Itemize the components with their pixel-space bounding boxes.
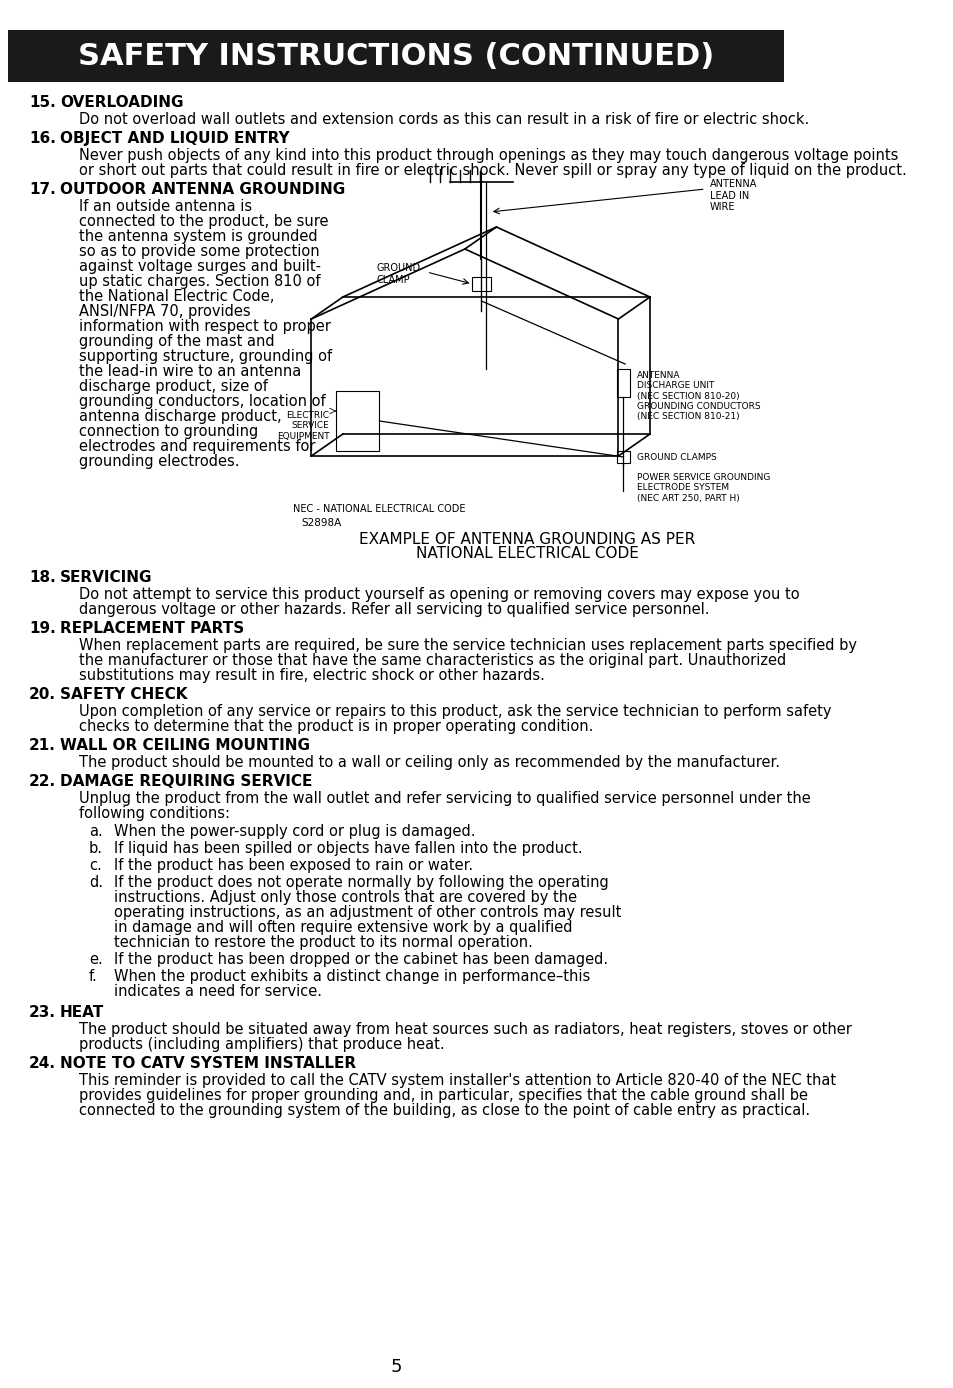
Text: d.: d. bbox=[89, 874, 103, 890]
Text: OBJECT AND LIQUID ENTRY: OBJECT AND LIQUID ENTRY bbox=[60, 130, 289, 146]
Text: Never push objects of any kind into this product through openings as they may to: Never push objects of any kind into this… bbox=[79, 149, 898, 162]
Text: If an outside antenna is: If an outside antenna is bbox=[79, 198, 252, 214]
Text: If the product has been dropped or the cabinet has been damaged.: If the product has been dropped or the c… bbox=[113, 952, 607, 967]
Text: HEAT: HEAT bbox=[60, 1005, 104, 1020]
Text: following conditions:: following conditions: bbox=[79, 806, 230, 820]
Text: 16.: 16. bbox=[29, 130, 56, 146]
Text: SAFETY CHECK: SAFETY CHECK bbox=[60, 687, 187, 702]
Text: 19.: 19. bbox=[29, 620, 55, 636]
Text: the lead-in wire to an antenna: the lead-in wire to an antenna bbox=[79, 364, 301, 379]
Text: discharge product, size of: discharge product, size of bbox=[79, 379, 268, 394]
Text: Unplug the product from the wall outlet and refer servicing to qualified service: Unplug the product from the wall outlet … bbox=[79, 791, 810, 806]
Text: electrodes and requirements for: electrodes and requirements for bbox=[79, 439, 315, 454]
Text: against voltage surges and built-: against voltage surges and built- bbox=[79, 260, 320, 273]
Text: GROUND
CLAMP: GROUND CLAMP bbox=[376, 262, 420, 285]
Text: substitutions may result in fire, electric shock or other hazards.: substitutions may result in fire, electr… bbox=[79, 668, 544, 683]
Text: NEC - NATIONAL ELECTRICAL CODE: NEC - NATIONAL ELECTRICAL CODE bbox=[293, 504, 465, 514]
Bar bbox=[9, 31, 782, 82]
Text: When the power-supply cord or plug is damaged.: When the power-supply cord or plug is da… bbox=[113, 824, 475, 838]
Text: supporting structure, grounding of: supporting structure, grounding of bbox=[79, 348, 332, 364]
Text: b.: b. bbox=[89, 841, 103, 856]
Text: OVERLOADING: OVERLOADING bbox=[60, 94, 183, 110]
Text: or short out parts that could result in fire or electric shock. Never spill or s: or short out parts that could result in … bbox=[79, 162, 905, 178]
Text: operating instructions, as an adjustment of other controls may result: operating instructions, as an adjustment… bbox=[113, 905, 620, 920]
Bar bbox=[335, 391, 379, 451]
Text: 18.: 18. bbox=[29, 570, 55, 584]
Text: connected to the grounding system of the building, as close to the point of cabl: connected to the grounding system of the… bbox=[79, 1103, 809, 1117]
Text: GROUNDING CONDUCTORS
(NEC SECTION 810-21): GROUNDING CONDUCTORS (NEC SECTION 810-21… bbox=[636, 403, 760, 422]
Text: ANTENNA
LEAD IN
WIRE: ANTENNA LEAD IN WIRE bbox=[709, 179, 757, 212]
Text: instructions. Adjust only those controls that are covered by the: instructions. Adjust only those controls… bbox=[113, 890, 577, 905]
Text: If the product has been exposed to rain or water.: If the product has been exposed to rain … bbox=[113, 858, 473, 873]
Text: If liquid has been spilled or objects have fallen into the product.: If liquid has been spilled or objects ha… bbox=[113, 841, 581, 856]
Text: f.: f. bbox=[89, 969, 97, 984]
Text: When replacement parts are required, be sure the service technician uses replace: When replacement parts are required, be … bbox=[79, 638, 856, 652]
Text: 15.: 15. bbox=[29, 94, 55, 110]
Text: a.: a. bbox=[89, 824, 103, 838]
Text: ELECTRIC
SERVICE
EQUIPMENT: ELECTRIC SERVICE EQUIPMENT bbox=[276, 411, 329, 441]
Text: the National Electric Code,: the National Electric Code, bbox=[79, 289, 274, 304]
Text: provides guidelines for proper grounding and, in particular, specifies that the : provides guidelines for proper grounding… bbox=[79, 1088, 807, 1103]
Text: up static charges. Section 810 of: up static charges. Section 810 of bbox=[79, 273, 320, 289]
Text: Do not overload wall outlets and extension cords as this can result in a risk of: Do not overload wall outlets and extensi… bbox=[79, 112, 808, 126]
Text: the antenna system is grounded: the antenna system is grounded bbox=[79, 229, 317, 244]
Text: NATIONAL ELECTRICAL CODE: NATIONAL ELECTRICAL CODE bbox=[416, 545, 638, 561]
Text: connected to the product, be sure: connected to the product, be sure bbox=[79, 214, 328, 229]
Text: 22.: 22. bbox=[29, 775, 56, 788]
Text: connection to grounding: connection to grounding bbox=[79, 423, 258, 439]
Text: grounding of the mast and: grounding of the mast and bbox=[79, 335, 274, 348]
Bar bbox=[617, 369, 629, 397]
Text: 5: 5 bbox=[390, 1357, 401, 1376]
Text: GROUND CLAMPS: GROUND CLAMPS bbox=[636, 452, 716, 462]
Text: OUTDOOR ANTENNA GROUNDING: OUTDOOR ANTENNA GROUNDING bbox=[60, 182, 345, 197]
Bar bbox=[472, 278, 490, 291]
Text: 21.: 21. bbox=[29, 738, 56, 754]
Text: DAMAGE REQUIRING SERVICE: DAMAGE REQUIRING SERVICE bbox=[60, 775, 312, 788]
Text: 24.: 24. bbox=[29, 1056, 56, 1072]
Text: c.: c. bbox=[89, 858, 101, 873]
Text: SAFETY INSTRUCTIONS (CONTINUED): SAFETY INSTRUCTIONS (CONTINUED) bbox=[78, 42, 714, 71]
Text: 20.: 20. bbox=[29, 687, 56, 702]
Text: S2898A: S2898A bbox=[301, 518, 341, 527]
Text: If the product does not operate normally by following the operating: If the product does not operate normally… bbox=[113, 874, 608, 890]
Text: grounding conductors, location of: grounding conductors, location of bbox=[79, 394, 325, 409]
Text: The product should be mounted to a wall or ceiling only as recommended by the ma: The product should be mounted to a wall … bbox=[79, 755, 779, 770]
Text: SERVICING: SERVICING bbox=[60, 570, 152, 584]
Text: REPLACEMENT PARTS: REPLACEMENT PARTS bbox=[60, 620, 244, 636]
Text: in damage and will often require extensive work by a qualified: in damage and will often require extensi… bbox=[113, 920, 572, 936]
Text: grounding electrodes.: grounding electrodes. bbox=[79, 454, 239, 469]
Text: NOTE TO CATV SYSTEM INSTALLER: NOTE TO CATV SYSTEM INSTALLER bbox=[60, 1056, 355, 1072]
Bar bbox=[617, 451, 629, 464]
Text: EXAMPLE OF ANTENNA GROUNDING AS PER: EXAMPLE OF ANTENNA GROUNDING AS PER bbox=[358, 532, 695, 547]
Text: indicates a need for service.: indicates a need for service. bbox=[113, 984, 321, 999]
Text: Upon completion of any service or repairs to this product, ask the service techn: Upon completion of any service or repair… bbox=[79, 704, 830, 719]
Text: e.: e. bbox=[89, 952, 103, 967]
Text: 17.: 17. bbox=[29, 182, 55, 197]
Text: WALL OR CEILING MOUNTING: WALL OR CEILING MOUNTING bbox=[60, 738, 310, 754]
Text: ANTENNA
DISCHARGE UNIT
(NEC SECTION 810-20): ANTENNA DISCHARGE UNIT (NEC SECTION 810-… bbox=[636, 371, 739, 401]
Text: 23.: 23. bbox=[29, 1005, 56, 1020]
Text: When the product exhibits a distinct change in performance–this: When the product exhibits a distinct cha… bbox=[113, 969, 589, 984]
Text: dangerous voltage or other hazards. Refer all servicing to qualified service per: dangerous voltage or other hazards. Refe… bbox=[79, 602, 709, 618]
Text: Do not attempt to service this product yourself as opening or removing covers ma: Do not attempt to service this product y… bbox=[79, 587, 799, 602]
Text: the manufacturer or those that have the same characteristics as the original par: the manufacturer or those that have the … bbox=[79, 652, 785, 668]
Text: antenna discharge product,: antenna discharge product, bbox=[79, 409, 281, 423]
Text: The product should be situated away from heat sources such as radiators, heat re: The product should be situated away from… bbox=[79, 1022, 851, 1037]
Text: This reminder is provided to call the CATV system installer's attention to Artic: This reminder is provided to call the CA… bbox=[79, 1073, 835, 1088]
Text: POWER SERVICE GROUNDING
ELECTRODE SYSTEM
(NEC ART 250, PART H): POWER SERVICE GROUNDING ELECTRODE SYSTEM… bbox=[636, 473, 769, 502]
Text: checks to determine that the product is in proper operating condition.: checks to determine that the product is … bbox=[79, 719, 593, 734]
Text: so as to provide some protection: so as to provide some protection bbox=[79, 244, 319, 260]
Text: technician to restore the product to its normal operation.: technician to restore the product to its… bbox=[113, 936, 532, 949]
Text: products (including amplifiers) that produce heat.: products (including amplifiers) that pro… bbox=[79, 1037, 444, 1052]
Text: ANSI/NFPA 70, provides: ANSI/NFPA 70, provides bbox=[79, 304, 251, 319]
Text: information with respect to proper: information with respect to proper bbox=[79, 319, 331, 335]
